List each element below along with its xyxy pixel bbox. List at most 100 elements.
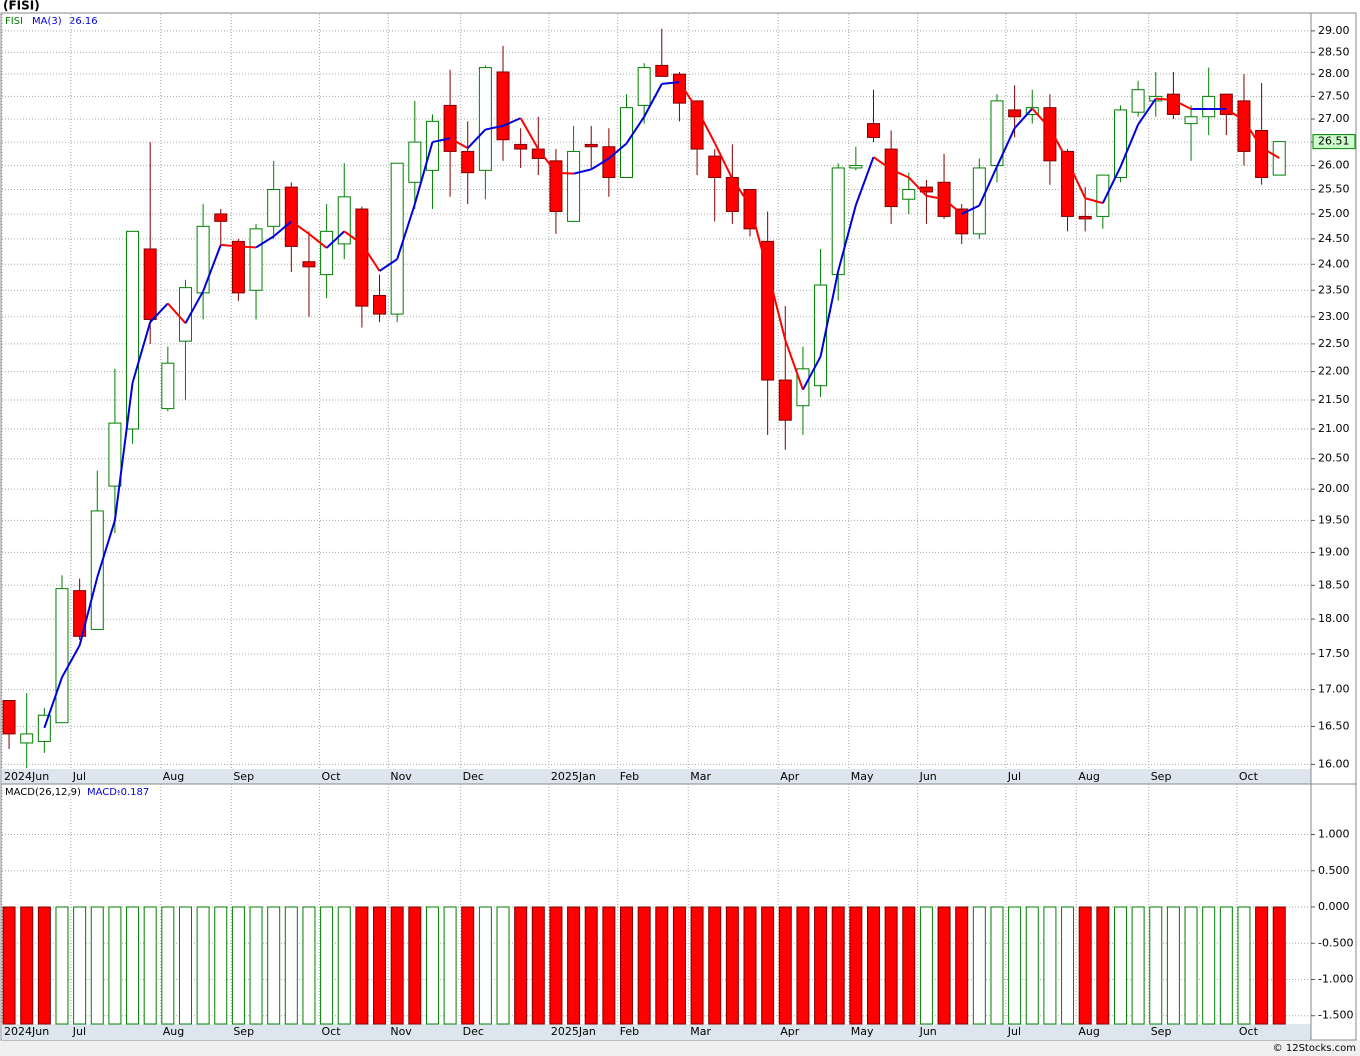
ma-segment: [555, 171, 574, 175]
ma-segment: [1031, 107, 1051, 129]
x-tick-label: Feb: [620, 1025, 639, 1038]
ma-segment: [943, 198, 963, 215]
ma-segment: [1119, 124, 1140, 168]
macd-bar: [461, 906, 475, 1025]
candle-body: [1184, 116, 1198, 125]
x-tick-label: Apr: [780, 770, 800, 783]
x-tick-label: Sep: [233, 1025, 254, 1038]
ma-segment: [308, 233, 328, 249]
macd-bar: [725, 906, 739, 1025]
candle-body: [637, 67, 651, 106]
macd-bar: [267, 906, 281, 1025]
macd-bar: [390, 906, 404, 1025]
macd-bar: [955, 906, 969, 1025]
y-tick-label: -0.500: [1318, 936, 1353, 949]
y-tick-label: 19.50: [1318, 513, 1350, 526]
y-tick-label: 21.00: [1318, 422, 1350, 435]
candle-body: [126, 230, 140, 430]
y-tick-label: 23.00: [1318, 310, 1350, 323]
y-tick-label: 18.00: [1318, 612, 1350, 625]
x-tick-label: Oct: [322, 770, 342, 783]
macd-bar: [1043, 906, 1057, 1025]
macd-bar: [496, 906, 510, 1025]
ma-segment: [731, 178, 751, 207]
macd-bar: [549, 906, 563, 1025]
x-tick-label: Aug: [1078, 770, 1099, 783]
x-tick-label: Sep: [233, 770, 254, 783]
x-tick-label: Sep: [1151, 770, 1172, 783]
candle-body: [161, 362, 175, 410]
macd-legend: MACD:: [87, 787, 120, 798]
macd-bar: [108, 906, 122, 1025]
x-tick-label: Jul: [72, 1025, 86, 1038]
macd-bar: [37, 906, 51, 1025]
ma-segment: [220, 243, 239, 248]
macd-bar: [1184, 906, 1198, 1025]
x-tick-label: Mar: [690, 1025, 711, 1038]
candle-body: [355, 208, 369, 307]
candle-body: [514, 143, 528, 150]
ma-segment: [590, 157, 610, 171]
candle-body: [373, 295, 387, 315]
candle-body: [584, 143, 598, 148]
candle-body: [1043, 107, 1057, 162]
ma-segment: [396, 203, 416, 260]
ma-segment: [1101, 166, 1122, 204]
candle-body: [73, 590, 87, 637]
y-tick-label: 21.50: [1318, 393, 1350, 406]
legend-symbol: FISI: [5, 16, 23, 27]
ma-segment: [290, 220, 310, 235]
ma-segment: [378, 258, 398, 272]
x-tick-label: Jul: [72, 770, 86, 783]
macd-bar: [796, 906, 810, 1025]
candle-body: [1202, 95, 1216, 118]
macd-bar: [1096, 906, 1110, 1025]
macd-bar: [1219, 906, 1233, 1025]
candle-body: [725, 176, 739, 212]
macd-bar: [743, 906, 757, 1025]
macd-bar: [866, 906, 880, 1025]
ma-segment: [1261, 146, 1280, 159]
ma-segment: [149, 302, 169, 323]
ma-segment: [926, 194, 945, 201]
ma-segment: [1013, 107, 1034, 129]
ma-segment: [1084, 197, 1104, 205]
macd-bar: [937, 906, 951, 1025]
ma-segment: [449, 137, 469, 150]
macd-bar: [355, 906, 369, 1025]
x-tick-label: Sep: [1151, 1025, 1172, 1038]
last-price-label: 26.51: [1318, 135, 1350, 148]
macd-bar: [761, 906, 775, 1025]
macd-bar: [1008, 906, 1022, 1025]
ma-segment: [608, 142, 628, 160]
macd-bar: [708, 906, 722, 1025]
y-tick-label: 24.00: [1318, 257, 1350, 270]
macd-bar: [919, 906, 933, 1025]
candle-body: [1237, 100, 1251, 152]
source: © 12Stocks.com: [1273, 1043, 1356, 1054]
candle-body: [302, 261, 316, 268]
candle-body: [390, 162, 404, 315]
macd-bar: [126, 906, 140, 1025]
ma-segment: [961, 204, 980, 215]
y-tick-label: 26.00: [1318, 159, 1350, 172]
candle-body: [443, 104, 457, 152]
macd-bar: [373, 906, 387, 1025]
ma-segment: [537, 148, 557, 174]
ma-segment: [625, 116, 645, 145]
candle-body: [20, 733, 34, 744]
macd-bar: [1149, 906, 1163, 1025]
x-tick-label: Feb: [620, 770, 639, 783]
ma-segment: [325, 230, 345, 249]
ma-segment: [61, 644, 81, 678]
candle-body: [761, 240, 775, 381]
macd-bar: [690, 906, 704, 1025]
candle-body: [408, 141, 422, 183]
macd-bar: [73, 906, 87, 1025]
macd-bar: [20, 906, 34, 1025]
macd-bar: [1255, 906, 1269, 1025]
ma-segment: [502, 117, 522, 127]
x-tick-label: Jun: [919, 770, 937, 783]
x-tick-label: Apr: [780, 1025, 800, 1038]
x-axis-strip: [2, 1024, 1311, 1040]
